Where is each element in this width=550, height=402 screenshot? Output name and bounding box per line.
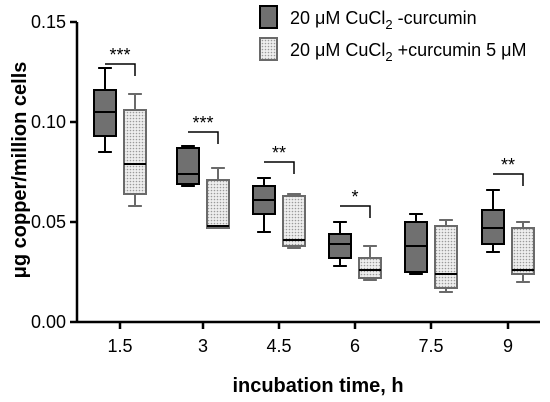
box-minus-6 — [328, 221, 352, 267]
legend-item-plus: 20 μM CuCl2 +curcumin 5 μM — [259, 37, 527, 64]
axes: 0.00 0.05 0.10 0.15 1.5 3 4.5 6 7.5 9 — [31, 12, 540, 356]
legend: 20 μM CuCl2 -curcumin 20 μM CuCl2 +curcum… — [259, 5, 527, 64]
box-body — [176, 147, 200, 185]
significance-label: * — [351, 187, 358, 207]
significance-label: ** — [501, 155, 515, 175]
significance-label: *** — [109, 45, 130, 65]
y-tick-label: 0.10 — [31, 112, 66, 132]
box-minus-9 — [481, 189, 505, 253]
y-axis-title: μg copper/million cells — [9, 62, 31, 279]
y-tick-label: 0.00 — [31, 312, 66, 332]
box-body — [511, 227, 535, 275]
legend-item-minus: 20 μM CuCl2 -curcumin — [259, 5, 477, 32]
significance-9: ** — [493, 155, 524, 186]
x-tick-label: 6 — [350, 336, 360, 356]
significance-6: * — [340, 187, 371, 218]
box-plus-1.5 — [123, 93, 147, 207]
box-body — [282, 195, 306, 247]
box-body — [328, 233, 352, 259]
boxes — [93, 67, 535, 293]
box-plus-4.5 — [282, 193, 306, 249]
box-plus-7.5 — [434, 219, 458, 293]
box-body — [206, 179, 230, 229]
x-tick-label: 3 — [198, 336, 208, 356]
y-tick-label: 0.05 — [31, 212, 66, 232]
significance-3: *** — [188, 113, 219, 144]
significance-bracket — [105, 63, 136, 76]
box-minus-3 — [176, 145, 200, 187]
box-plus-6 — [358, 245, 382, 281]
significance-label: *** — [192, 113, 213, 133]
significance-4.5: ** — [264, 143, 295, 174]
x-axis-title: incubation time, h — [232, 375, 403, 397]
legend-swatch — [259, 5, 278, 29]
box-minus-7.5 — [404, 213, 428, 275]
x-tick-label: 1.5 — [107, 336, 132, 356]
y-tick-label: 0.15 — [31, 12, 66, 32]
significance-bracket — [340, 205, 371, 218]
box-body — [358, 257, 382, 279]
x-tick-label: 4.5 — [266, 336, 291, 356]
significance-1.5: *** — [105, 45, 136, 76]
box-body — [123, 109, 147, 195]
box-plus-9 — [511, 221, 535, 283]
box-body — [434, 225, 458, 289]
x-tick-label: 9 — [503, 336, 513, 356]
box-minus-4.5 — [252, 177, 276, 233]
significance-label: ** — [272, 143, 286, 163]
legend-label: 20 μM CuCl2 +curcumin 5 μM — [290, 40, 527, 64]
significance-bracket — [493, 173, 524, 186]
legend-swatch — [259, 37, 278, 61]
x-tick-label: 7.5 — [418, 336, 443, 356]
box-plus-3 — [206, 167, 230, 229]
legend-label: 20 μM CuCl2 -curcumin — [290, 8, 477, 32]
box-minus-1.5 — [93, 67, 117, 153]
significance-markers: *********** — [105, 45, 524, 218]
significance-bracket — [264, 161, 295, 174]
significance-bracket — [188, 131, 219, 144]
